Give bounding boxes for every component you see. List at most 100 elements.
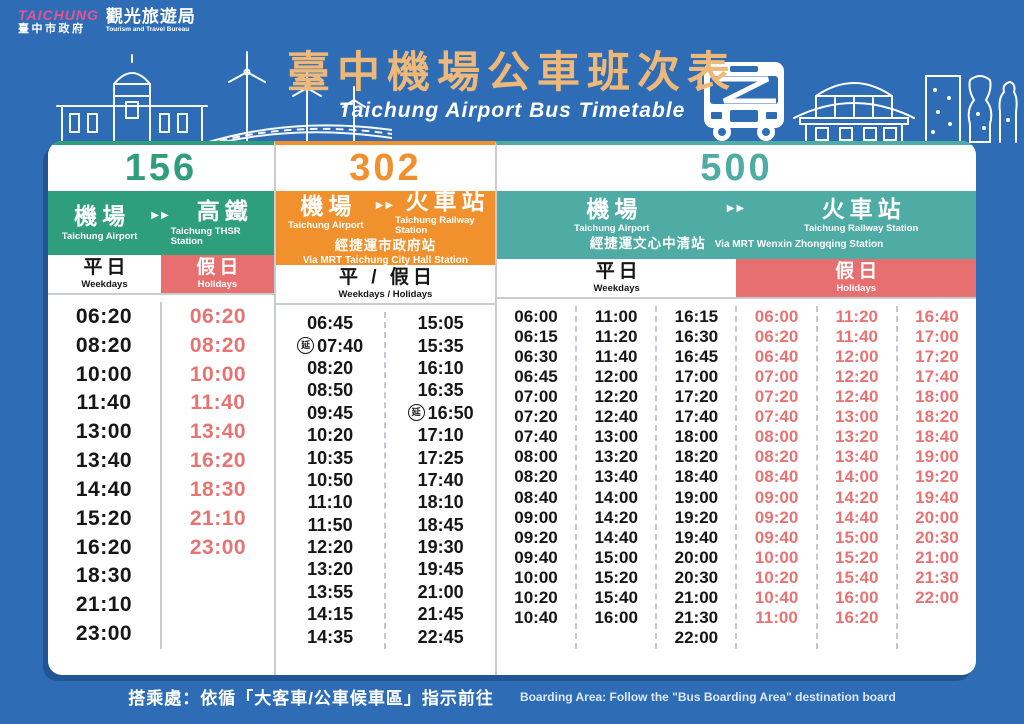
time-column: 06:00 06:15 06:30 06:45 07:00 07:20 07:40 08:00… (497, 306, 575, 649)
direction-arrows-icon: ▶▶ (726, 203, 747, 215)
destination-en: Taichung Railway Station (395, 215, 475, 236)
time-cell: 07:20 (754, 386, 799, 406)
time-cell: 16:00 (834, 588, 879, 608)
time-cell: 09:00 (754, 487, 799, 507)
time-column: 06:20 08:20 10:00 11:40 13:40 16:20 18:30 21:10… (162, 302, 274, 649)
route-card-156: 156 機場 Taichung Airport ▶▶ 高鐵 Taichung THSR S… (48, 141, 274, 675)
pavilion-icon (793, 82, 915, 143)
origin-station: 機場 Taichung Airport (276, 194, 376, 231)
time-cell: 13:40 (594, 467, 638, 487)
time-cell: 14:40 (75, 477, 133, 501)
time-cell: 17:20 (915, 346, 959, 366)
time-cell: 13:20 (307, 559, 354, 580)
logo-bureau-zh: 觀光旅遊局 (105, 7, 196, 26)
time-cell: 11:20 (594, 326, 638, 346)
time-cell: 16:00 (594, 608, 638, 628)
timetable-group-weekday: 06:45 延 07:40 08:20 08:50 09:45 10:20 10:35 10:5… (276, 312, 495, 649)
time-cell: 11:40 (594, 346, 638, 366)
time-cell: 12:20 (307, 537, 354, 558)
time-cell: 17:10 (417, 425, 464, 446)
time-cell: 21:00 (915, 547, 959, 567)
destination-en: Taichung THSR Station (170, 225, 241, 247)
time-cell: 16:20 (75, 535, 133, 559)
time-cell: 09:45 (307, 402, 354, 423)
time-cell: 08:00 (754, 427, 799, 447)
day-header-holidays: 假日 Holidays (160, 255, 274, 293)
time-cell: 09:20 (514, 527, 558, 547)
day-header-row: 平 / 假日 Weekdays / Holidays (275, 265, 495, 305)
time-column: 11:00 11:20 11:40 12:00 12:20 12:40 13:00 13:20… (575, 306, 655, 649)
time-cell: 10:00 (189, 362, 247, 386)
time-cell: 16:15 (674, 306, 719, 326)
origin-station: 機場 Taichung Airport (48, 204, 151, 241)
time-cell: 18:40 (674, 467, 719, 487)
time-column: 16:40 17:00 17:20 17:40 18:00 18:20 18:40 19:00… (895, 306, 976, 649)
boarding-note-zh: 搭乘處：依循「大客車/公車候車區」指示前往 (128, 689, 494, 708)
day-header-en: Holidays (836, 283, 877, 295)
via-note: 經捷運市政府站 Via MRT Taichung City Hall Statio… (303, 238, 468, 267)
timetable-group-weekday: 06:00 06:15 06:30 06:45 07:00 07:20 07:40 08:00… (497, 306, 736, 649)
time-cell: 23:00 (75, 622, 133, 646)
route-number-156: 156 (124, 146, 198, 189)
origin-en: Taichung Airport (288, 220, 364, 231)
logo-bureau-en: Tourism and Travel Bureau (105, 26, 190, 33)
boarding-note-en: Boarding Area: Follow the "Bus Boarding … (519, 689, 896, 704)
time-cell: 19:40 (915, 487, 959, 507)
time-cell: 11:50 (307, 514, 353, 535)
time-cell: 21:30 (674, 608, 719, 628)
time-cell: 15:00 (834, 527, 879, 547)
time-cell: 20:00 (674, 547, 719, 567)
time-cell: 15:05 (417, 313, 464, 334)
direction-arrows-icon: ▶▶ (151, 210, 171, 222)
time-cell: 07:00 (514, 386, 558, 406)
time-cell: 07:20 (514, 407, 558, 427)
origin-zh: 機場 (74, 203, 131, 230)
time-cell: 21:10 (189, 506, 247, 530)
time-cell: 16:20 (834, 608, 879, 628)
timetable-group-holiday: 06:20 08:20 10:00 11:40 13:40 16:20 18:30 21:10… (159, 302, 274, 649)
skyline-left-decoration (56, 51, 392, 144)
time-cell: 14:00 (594, 487, 638, 507)
time-cell: 08:20 (307, 357, 354, 378)
time-cell: 17:20 (674, 386, 719, 406)
time-cell: 11:10 (307, 492, 353, 513)
day-header-en: Weekdays / Holidays (338, 289, 433, 301)
time-cell: 12:40 (834, 386, 879, 406)
via-zh: 經捷運文心中清站 (589, 236, 706, 252)
route-direction-band: 機場 Taichung Airport ▶▶ 高鐵 Taichung THSR Stat… (48, 191, 274, 255)
logo-brand-en: TAICHUNG (18, 7, 99, 23)
time-cell: 14:20 (594, 507, 638, 527)
destination-station: 火車站 Taichung Railway Station (395, 189, 495, 236)
time-cell: 09:00 (514, 507, 558, 527)
time-cell: 17:40 (417, 469, 464, 490)
delay-badge-icon: 延 (407, 404, 425, 422)
time-cell: 16:45 (674, 346, 719, 366)
time-cell: 16:20 (189, 449, 247, 473)
times-area: 06:20 08:20 10:00 11:40 13:00 13:40 14:40 15:20… (48, 295, 274, 675)
time-cell: 21:00 (417, 581, 464, 602)
tourism-bureau-logo: TAICHUNG 臺中市政府 觀光旅遊局 Tourism and Travel … (18, 8, 196, 35)
via-note: 經捷運文心中清站 Via MRT Wenxin Zhongqing Station (590, 236, 884, 252)
time-cell: 14:20 (834, 487, 879, 507)
time-cell: 16:10 (417, 357, 464, 378)
time-cell: 14:35 (307, 626, 354, 647)
time-cell: 18:00 (674, 427, 719, 447)
time-cell: 21:10 (75, 593, 133, 617)
route-direction-band: 機場 Taichung Airport ▶▶ 火車站 Taichung Railway … (496, 191, 976, 259)
time-cell: 10:20 (514, 588, 558, 608)
time-cell: 08:40 (514, 487, 558, 507)
time-cell: 17:40 (674, 407, 719, 427)
time-cell: 21:30 (915, 567, 959, 587)
time-cell: 18:00 (915, 386, 959, 406)
time-cell: 16:40 (915, 306, 959, 326)
time-cell: 10:50 (307, 469, 354, 490)
day-header-row: 平日 Weekdays 假日 Holidays (48, 255, 274, 295)
time-cell: 22:00 (674, 628, 719, 648)
time-cell: 14:15 (307, 604, 354, 625)
time-column: 06:45 延 07:40 08:20 08:50 09:45 10:20 10:35 10:5… (276, 312, 385, 649)
time-cell: 12:20 (834, 366, 879, 386)
time-cell: 08:20 (514, 467, 558, 487)
time-cell: 19:00 (674, 487, 719, 507)
time-cell: 16:30 (674, 326, 719, 346)
time-cell: 18:20 (674, 447, 719, 467)
